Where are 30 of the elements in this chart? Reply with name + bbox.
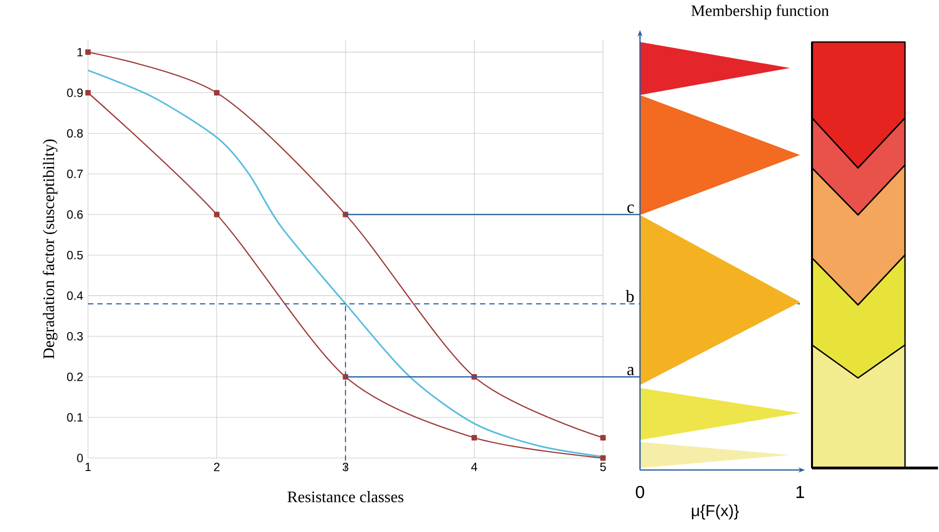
point [85, 49, 91, 55]
y-tick-label: 0.8 [67, 129, 83, 138]
x-axis-title: Resistance classes [288, 491, 404, 502]
text: 0 [636, 486, 644, 498]
x-tick-label: 1 [86, 462, 91, 471]
y-tick-label: 0.3 [67, 332, 83, 341]
y-tick-label: 0.2 [67, 372, 83, 382]
y-tick-label: 0.5 [67, 250, 83, 260]
point [214, 90, 220, 96]
y-tick-label: 0.1 [67, 413, 83, 422]
ref-line-label: b [626, 290, 634, 302]
text: Membership function [691, 4, 829, 20]
y-tick-label: 0.9 [67, 88, 83, 98]
y-tick-label: 1 [78, 48, 83, 56]
y-tick-label: 0.7 [67, 170, 83, 178]
point [85, 90, 91, 96]
annotation: c [627, 204, 634, 213]
text: 1 [796, 486, 804, 498]
x-tick-label: 2 [214, 462, 220, 472]
text: μ{F(x)} [692, 504, 739, 520]
point [214, 212, 220, 218]
y-axis-title: Degradation factor (susceptibility) [42, 139, 58, 359]
point [472, 434, 477, 440]
x-tick-label: 5 [600, 462, 606, 472]
y-tick-label: 0.6 [67, 210, 83, 219]
point [600, 434, 606, 440]
y-tick-label: 0 [77, 454, 83, 462]
x-tick-label: 4 [471, 462, 478, 471]
y-tick-label: 0.4 [67, 291, 83, 300]
annotation: a [627, 366, 634, 376]
